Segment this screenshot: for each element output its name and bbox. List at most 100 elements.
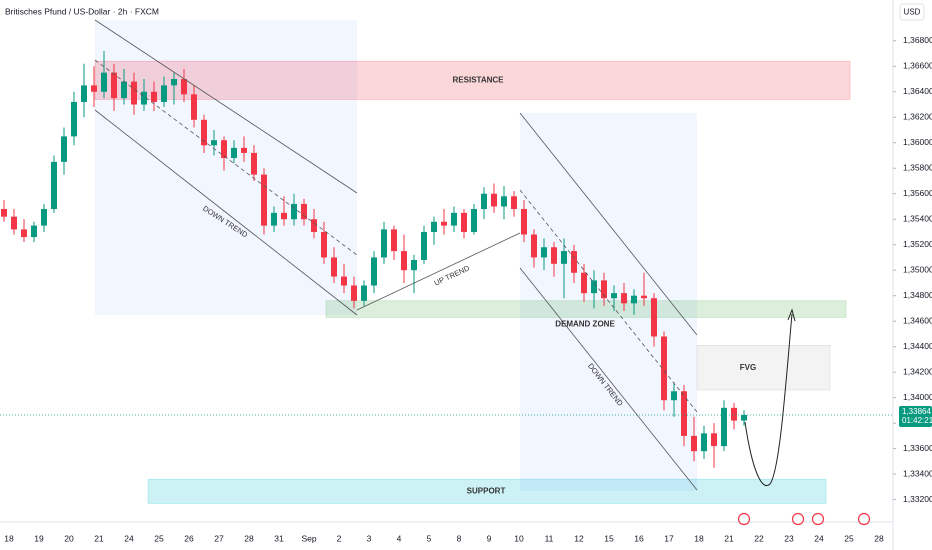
- y-tick-label: 1,35400: [903, 213, 932, 223]
- candle-body: [271, 212, 277, 226]
- candle-body: [291, 203, 297, 220]
- event-icon: [737, 512, 751, 526]
- x-tick-label: 28: [874, 533, 884, 543]
- zone-label: SUPPORT: [467, 486, 506, 495]
- zone: [94, 60, 851, 100]
- candle-body: [661, 336, 667, 401]
- trend-line: [519, 189, 698, 413]
- candle-body: [191, 94, 197, 120]
- candle-body: [181, 79, 187, 95]
- x-tick-label: 12: [574, 533, 584, 543]
- zone: [147, 478, 827, 504]
- y-tick-label: 1,36600: [903, 61, 932, 71]
- candle-body: [151, 91, 157, 102]
- candle-body: [361, 285, 367, 301]
- candle-body: [481, 193, 487, 210]
- candle-body: [261, 174, 267, 226]
- candle-body: [251, 152, 257, 175]
- x-tick-label: 25: [844, 533, 854, 543]
- candle-body: [731, 407, 737, 421]
- candle-body: [301, 203, 307, 220]
- trend-line: [519, 112, 698, 336]
- x-tick-label: 3: [367, 533, 372, 543]
- channel-shade: [520, 113, 697, 491]
- y-tick-label: 1,33200: [903, 494, 932, 504]
- trend-line: [94, 109, 358, 316]
- candle-body: [21, 229, 27, 238]
- y-tick-label: 1,36400: [903, 86, 932, 96]
- zone-label: DEMAND ZONE: [555, 319, 615, 328]
- candle-body: [51, 161, 57, 210]
- candle-body: [411, 260, 417, 271]
- y-tick-label: 1,35600: [903, 188, 932, 198]
- zone-label: RESISTANCE: [453, 75, 505, 84]
- candle-body: [401, 251, 407, 271]
- candle-body: [421, 231, 427, 260]
- candle-body: [1, 209, 7, 217]
- x-tick-label: 9: [487, 533, 492, 543]
- axis: 1,36800 1,36600 1,36400 1,36200 1,36000 1,358…: [4, 35, 932, 543]
- y-tick-label: 1,34200: [903, 366, 932, 376]
- candle-body: [61, 136, 67, 162]
- candle-body: [321, 231, 327, 258]
- candle-body: [351, 285, 357, 301]
- candle-body: [231, 147, 237, 159]
- x-tick-label: 17: [664, 533, 674, 543]
- x-tick-label: 21: [94, 533, 104, 543]
- zone: [696, 345, 831, 391]
- x-tick-label: 21: [724, 533, 734, 543]
- x-tick-label: 24: [124, 533, 134, 543]
- candle-body: [441, 221, 447, 226]
- candle-body: [631, 295, 637, 304]
- x-tick-label: 4: [397, 533, 402, 543]
- candle-body: [71, 101, 77, 137]
- x-tick-label: 11: [545, 533, 554, 543]
- candle-body: [131, 81, 137, 105]
- x-tick-label: 18: [694, 533, 704, 543]
- candle-body: [651, 298, 657, 337]
- candle-body: [341, 276, 347, 286]
- candle-body: [171, 79, 177, 86]
- candle-body: [611, 293, 617, 299]
- x-tick-label: 8: [457, 533, 462, 543]
- y-tick-label: 1,35000: [903, 264, 932, 274]
- x-tick-label: 25: [154, 533, 164, 543]
- y-tick-label: 1,34000: [903, 392, 932, 402]
- y-tick-label: 1,33400: [903, 468, 932, 478]
- candle-body: [641, 295, 647, 299]
- candle-body: [461, 212, 467, 232]
- candle-body: [211, 140, 217, 146]
- candle-body: [511, 196, 517, 210]
- currency-box[interactable]: [899, 3, 925, 21]
- zone: [325, 300, 847, 318]
- trend-line: [94, 59, 358, 256]
- candle-body: [471, 209, 477, 232]
- trend-line: [94, 19, 358, 194]
- x-tick-label: 24: [814, 533, 824, 543]
- candle-body: [11, 216, 17, 230]
- candle-body: [551, 247, 557, 264]
- currency-label: USD: [904, 8, 921, 17]
- candle-body: [121, 81, 127, 99]
- x-tick-label: 22: [754, 533, 764, 543]
- candle-body: [741, 414, 747, 421]
- x-tick-label: 26: [184, 533, 194, 543]
- y-tick-label: 1,36200: [903, 112, 932, 122]
- candle-body: [501, 196, 507, 207]
- event-icon: [811, 512, 825, 526]
- chart-title: Britisches Pfund / US-Dollar · 2h · FXCM: [5, 6, 159, 16]
- candle-body: [541, 247, 547, 258]
- candle-body: [371, 257, 377, 286]
- x-tick-label: 28: [244, 533, 254, 543]
- candle-body: [451, 212, 457, 226]
- candle-body: [581, 272, 587, 294]
- x-tick-label: 5: [427, 533, 432, 543]
- candle-body: [601, 280, 607, 299]
- arrow-head: [787, 308, 796, 322]
- candle-body: [391, 229, 397, 252]
- candle-body: [561, 251, 567, 264]
- x-tick-label: 19: [34, 533, 44, 543]
- last-price-label: 1,33864: [902, 407, 931, 416]
